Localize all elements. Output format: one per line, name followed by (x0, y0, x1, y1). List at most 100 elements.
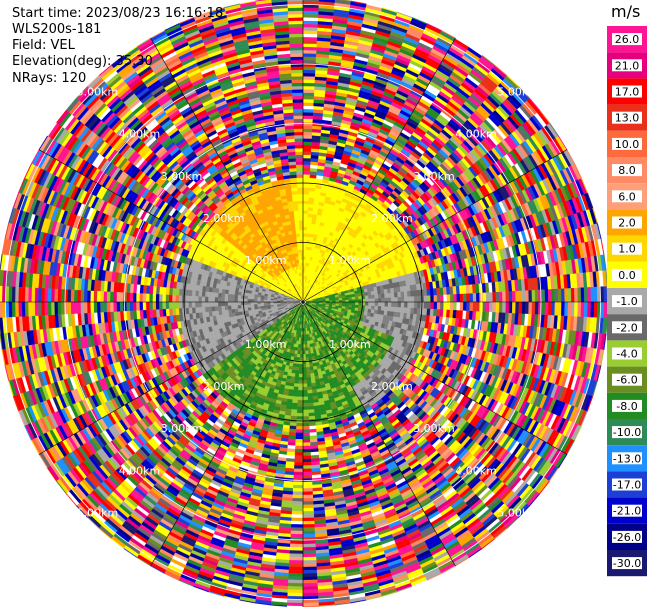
gate-cell (302, 30, 318, 35)
gate-cell (302, 177, 310, 182)
gate-cell (298, 210, 304, 214)
gate-cell (290, 184, 298, 189)
gate-cell (302, 134, 312, 139)
gate-cell (302, 92, 315, 97)
gate-cell (302, 26, 318, 31)
gate-cell (453, 293, 457, 303)
gate-cell (302, 206, 309, 211)
gate-cell (400, 291, 405, 298)
gate-cell (305, 249, 309, 254)
gate-cell (308, 184, 316, 189)
gate-cell (307, 203, 314, 208)
gate-cell (290, 66, 304, 71)
gate-cell (348, 299, 353, 303)
gate-cell (293, 216, 299, 221)
gate-cell (302, 141, 312, 146)
gate-cell (397, 296, 402, 303)
gate-cell (287, 0, 304, 5)
gate-cell (534, 289, 539, 303)
gate-cell (440, 294, 444, 303)
gate-cell (298, 213, 304, 218)
gate-cell (308, 190, 315, 195)
gate-cell (307, 216, 313, 221)
gate-cell (307, 210, 313, 215)
gate-cell (297, 200, 304, 205)
gate-cell (554, 288, 559, 303)
gate-cell (294, 141, 304, 146)
gate-cell (302, 108, 314, 113)
gate-cell (299, 236, 304, 241)
gate-cell (295, 164, 304, 169)
gate-cell (302, 85, 315, 90)
gate-cell (300, 259, 304, 263)
gate-cell (302, 203, 309, 208)
gate-cell (367, 294, 372, 299)
gate-cell (387, 292, 392, 298)
gate-cell (302, 59, 316, 64)
gate-cell (305, 256, 308, 260)
gate-cell (492, 291, 497, 303)
gate-cell (291, 194, 298, 199)
gate-cell (304, 259, 308, 264)
gate-cell (456, 293, 461, 303)
gate-cell (296, 236, 300, 241)
gate-cell (302, 151, 312, 156)
gate-cell (305, 246, 309, 251)
gate-cell (302, 0, 319, 5)
gate-cell (300, 249, 304, 254)
gate-cell (289, 43, 304, 48)
gate-cell (287, 13, 304, 18)
gate-cell (306, 220, 312, 225)
gate-cell (302, 66, 316, 71)
gate-cell (302, 236, 307, 241)
gate-cell (404, 296, 408, 303)
gate-cell (593, 286, 598, 303)
gate-cell (342, 299, 346, 303)
gate-cell (449, 293, 454, 303)
gate-cell (302, 187, 310, 192)
gate-cell (525, 290, 529, 303)
gate-cell (302, 53, 317, 58)
gate-cell (302, 164, 311, 169)
gate-cell (302, 226, 308, 231)
gate-cell (302, 72, 316, 77)
gate-cell (374, 293, 379, 299)
gate-cell (410, 290, 415, 297)
gate-cell (291, 190, 298, 195)
gate-cell (364, 298, 369, 303)
gate-cell (302, 233, 307, 237)
gate-cell (296, 184, 304, 188)
gate-cell (302, 154, 311, 159)
gate-cell (302, 131, 313, 136)
gate-cell (430, 294, 435, 303)
gate-cell (544, 289, 549, 303)
gate-cell (302, 220, 308, 224)
gate-cell (302, 128, 313, 133)
gate-cell (561, 288, 565, 303)
gate-cell (387, 297, 392, 303)
gate-cell (397, 291, 402, 298)
gate-cell (291, 76, 304, 80)
gate-cell (528, 289, 533, 303)
gate-cell (295, 170, 304, 175)
gate-cell (302, 115, 313, 120)
gate-cell (292, 105, 304, 110)
gate-cell (297, 206, 304, 211)
gate-cell (521, 290, 526, 303)
gate-cell (287, 17, 304, 22)
gate-cell (302, 98, 314, 103)
gate-cell (580, 287, 585, 303)
gate-cell (297, 190, 304, 195)
gate-cell (462, 293, 467, 303)
gate-cell (295, 161, 304, 165)
gate-cell (287, 7, 304, 12)
gate-cell (302, 105, 314, 110)
gate-cell (302, 82, 315, 87)
gate-cell (469, 292, 474, 303)
gate-cell (293, 118, 304, 123)
gate-cell (296, 243, 301, 247)
gate-cell (289, 49, 304, 54)
gate-cell (302, 249, 306, 254)
gate-cell (295, 229, 300, 234)
gate-cell (294, 226, 300, 231)
